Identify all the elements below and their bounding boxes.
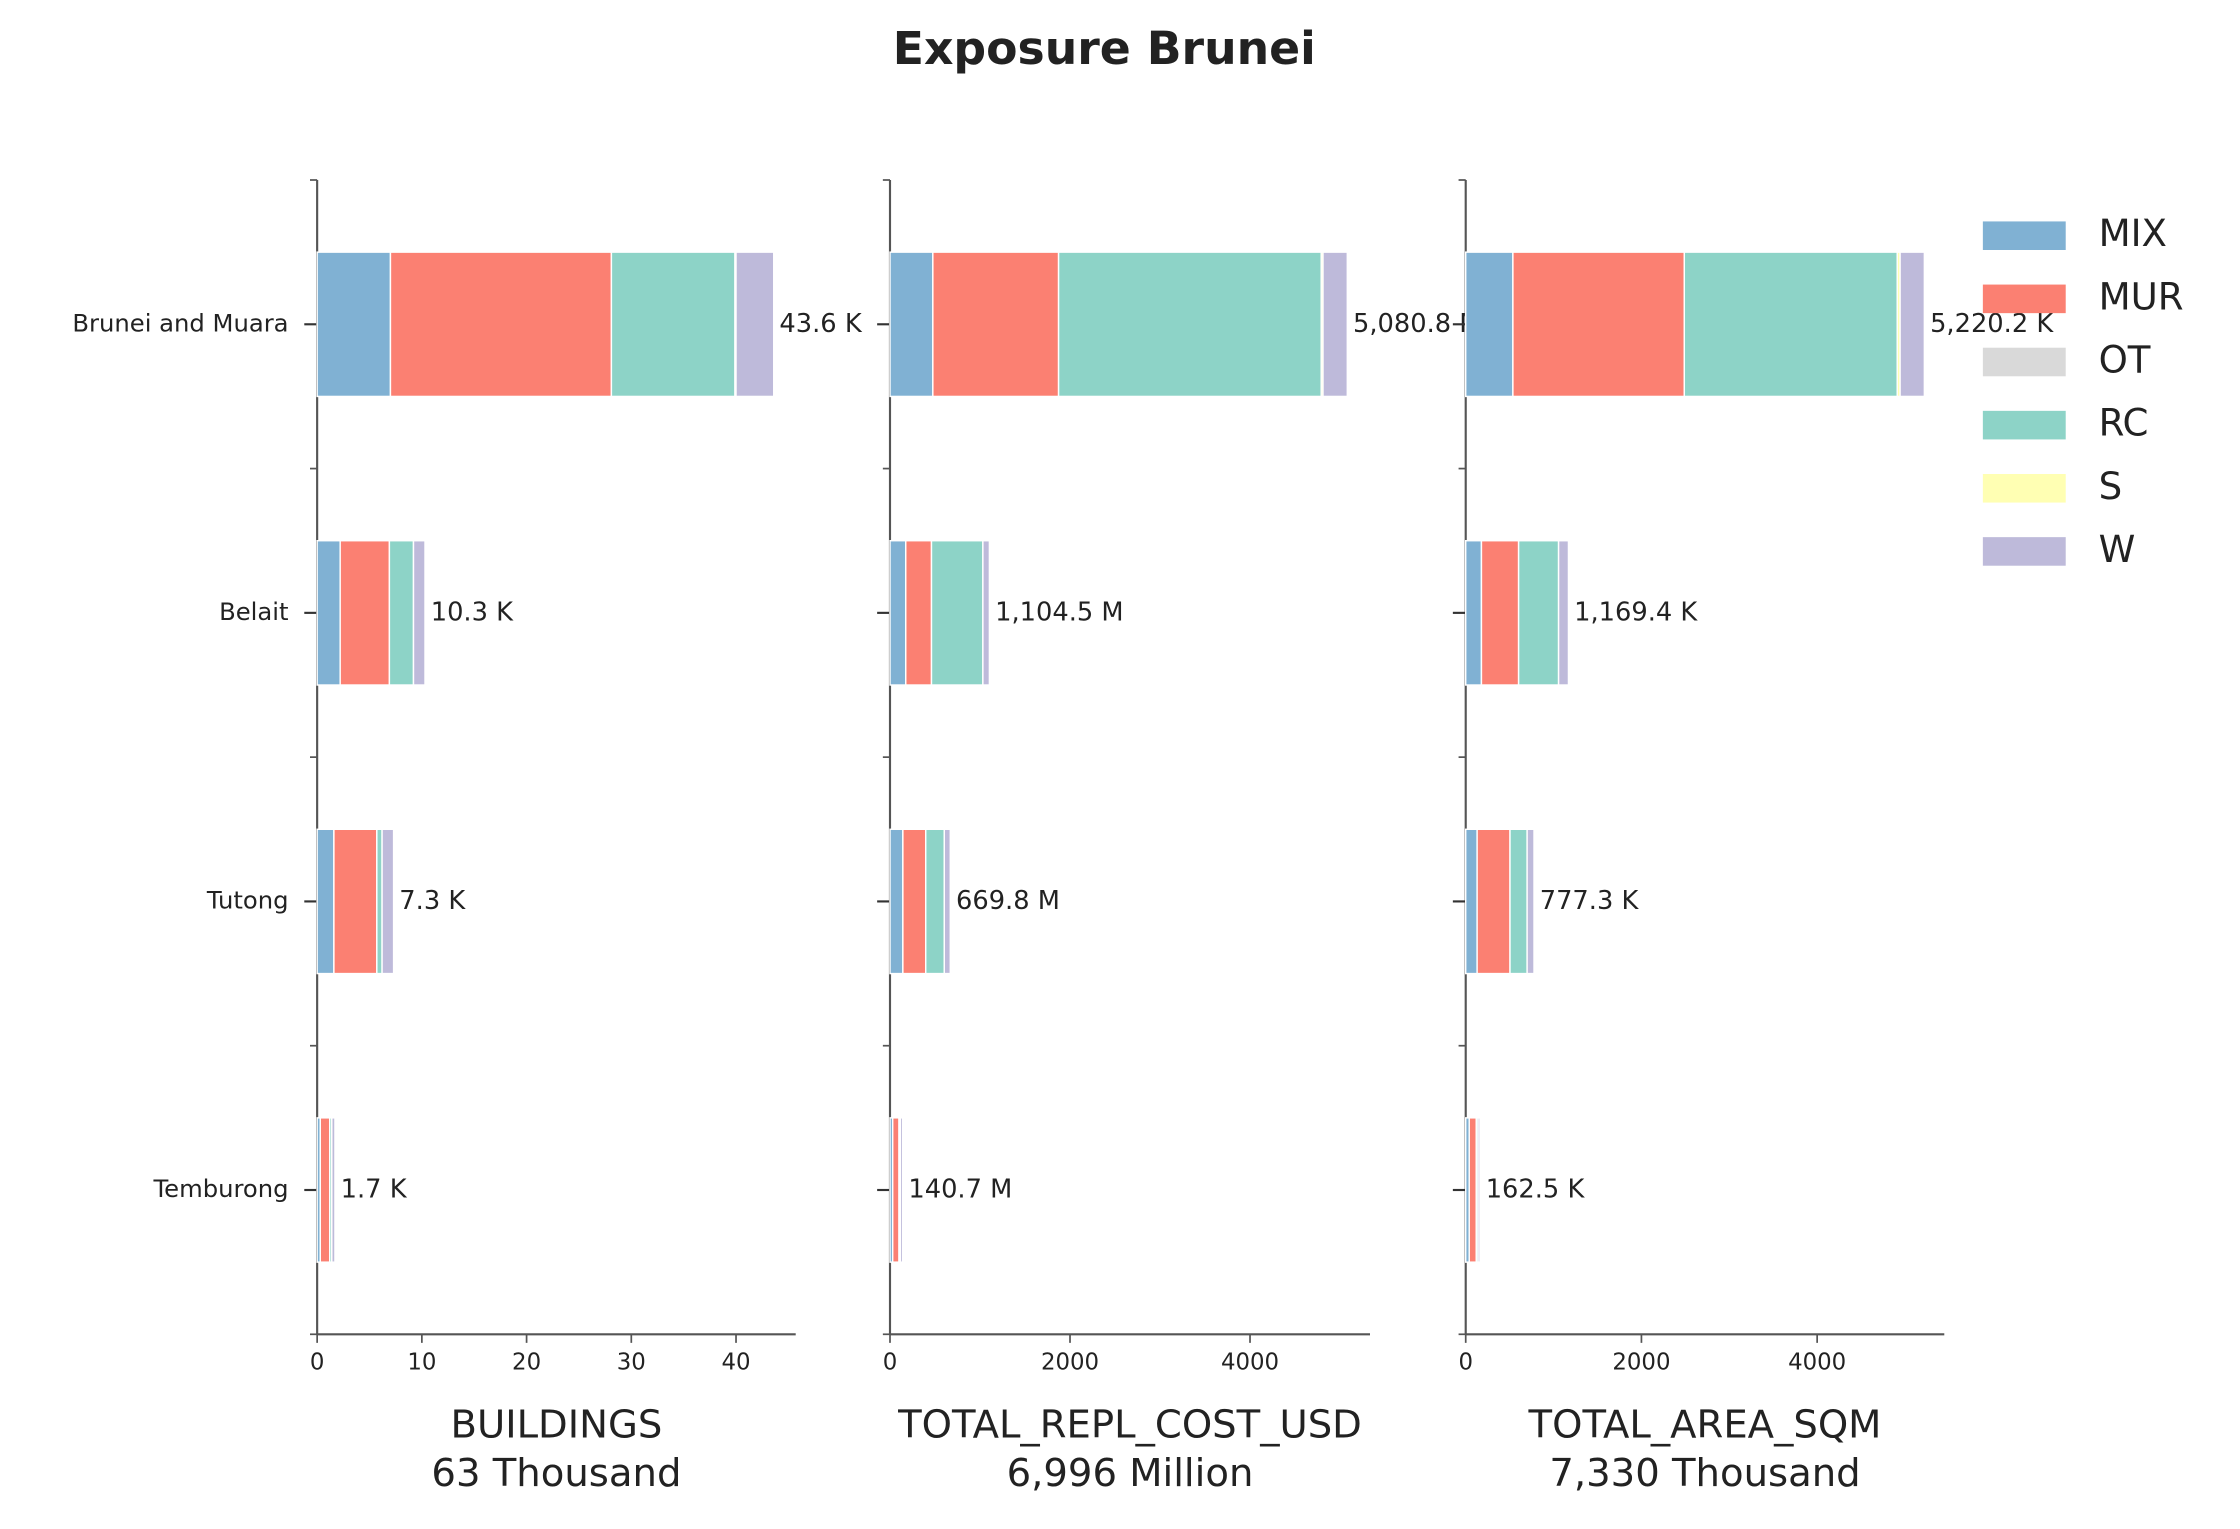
legend-label: W	[2099, 528, 2136, 571]
bar-segment	[1057, 251, 1322, 398]
total-label: 669.8 M	[956, 886, 1060, 916]
bar-segment	[316, 828, 335, 975]
total-label: 777.3 K	[1540, 886, 1640, 916]
legend-swatch	[1982, 347, 2066, 377]
legend-swatch	[1982, 284, 2066, 314]
bar-segment	[899, 1117, 904, 1263]
bar-segment	[889, 251, 934, 398]
y-tick-label: Temburong	[152, 1174, 288, 1203]
x-tick-label: 20	[512, 1349, 541, 1375]
x-tick-label: 0	[310, 1349, 325, 1375]
bar-segment	[339, 539, 391, 686]
bar-segment	[1557, 539, 1570, 686]
x-tick-label: 0	[883, 1349, 898, 1375]
bar-segment	[889, 539, 907, 686]
bar-segment	[889, 828, 904, 975]
total-label: 10.3 K	[431, 597, 514, 627]
legend-swatch	[1982, 473, 2066, 503]
x-axis-label: 63 Thousand	[431, 1451, 681, 1496]
x-axis-label: TOTAL_REPL_COST_USD	[897, 1403, 1362, 1448]
x-axis-label: TOTAL_AREA_SQM	[1528, 1403, 1882, 1448]
bar-segment	[902, 828, 927, 975]
y-tick-label: Belait	[219, 597, 288, 626]
y-tick-label: Tutong	[206, 885, 289, 914]
bar-segment	[610, 251, 736, 398]
x-tick-label: 40	[721, 1349, 750, 1375]
legend-swatch	[1982, 410, 2066, 440]
bar-segment	[735, 251, 775, 398]
bar-segment	[381, 828, 395, 975]
x-tick-label: 4000	[1788, 1349, 1846, 1375]
x-tick-label: 4000	[1221, 1349, 1279, 1375]
y-tick-label: Brunei and Muara	[72, 308, 288, 337]
bar-segment	[1464, 251, 1514, 398]
legend-label: RC	[2099, 402, 2149, 445]
bar-segment	[388, 539, 415, 686]
legend-label: MUR	[2099, 275, 2184, 318]
bar-segment	[1322, 251, 1349, 398]
total-label: 1,104.5 M	[995, 597, 1123, 627]
legend-swatch	[1982, 537, 2066, 566]
bar-segment	[930, 539, 984, 686]
bar-segment	[925, 828, 945, 975]
bar-segment	[932, 251, 1060, 398]
bar-segment	[1476, 828, 1511, 975]
bar-segment	[1468, 1117, 1477, 1263]
bar-segment	[1517, 539, 1560, 686]
bar-segment	[905, 539, 933, 686]
x-tick-label: 2000	[1612, 1349, 1670, 1375]
x-axis-label: 6,996 Million	[1007, 1451, 1254, 1496]
x-axis-label: BUILDINGS	[451, 1403, 663, 1448]
bar-segment	[1509, 828, 1528, 975]
total-label: 43.6 K	[779, 309, 862, 339]
bar-segment	[943, 828, 952, 975]
bar-segment	[412, 539, 426, 686]
total-label: 1,169.4 K	[1574, 597, 1698, 627]
total-label: 140.7 M	[908, 1174, 1012, 1204]
x-tick-label: 2000	[1041, 1349, 1099, 1375]
bar-segment	[1526, 828, 1535, 975]
legend-swatch	[1982, 221, 2066, 250]
chart-title: Exposure Brunei	[893, 22, 1316, 75]
bar-segment	[319, 1117, 331, 1263]
bar-segment	[1899, 251, 1926, 398]
bar-segment	[333, 828, 378, 975]
bar-segment	[982, 539, 991, 686]
bar-segment	[1480, 539, 1520, 686]
bar-segment	[1512, 251, 1686, 398]
bar-segment	[1464, 828, 1478, 975]
bar-segment	[389, 251, 613, 398]
bar-segment	[376, 828, 383, 975]
bar-segment	[1464, 539, 1483, 686]
total-label: 1.7 K	[341, 1174, 408, 1204]
legend-label: OT	[2099, 338, 2151, 381]
x-axis-label: 7,330 Thousand	[1549, 1451, 1860, 1496]
bar-segment	[1477, 1117, 1481, 1263]
x-tick-label: 30	[617, 1349, 646, 1375]
legend-label: MIX	[2099, 212, 2167, 255]
total-label: 7.3 K	[399, 886, 466, 916]
x-tick-label: 10	[407, 1349, 436, 1375]
bar-segment	[1683, 251, 1898, 398]
bar-segment	[316, 539, 341, 686]
x-tick-label: 0	[1458, 1349, 1473, 1375]
total-label: 162.5 K	[1486, 1174, 1586, 1204]
bar-segment	[316, 251, 392, 398]
bar-segment	[891, 1117, 900, 1263]
bar-segment	[331, 1117, 336, 1263]
total-label: 5,220.2 K	[1930, 309, 2054, 339]
legend-label: S	[2099, 465, 2123, 508]
